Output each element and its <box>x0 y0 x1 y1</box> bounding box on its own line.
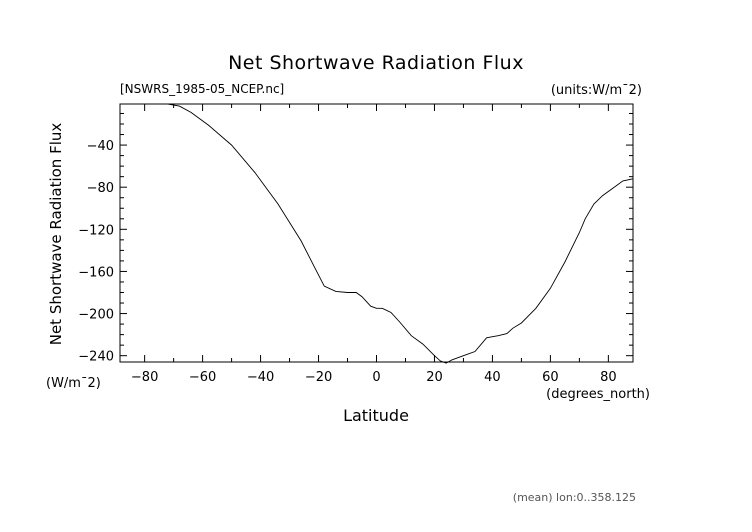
x-axis-ticks: −80 −60 −40 −20 0 20 40 60 80 <box>131 104 617 385</box>
y-tick-label: −120 <box>78 223 114 238</box>
y-tick-label: −40 <box>87 139 114 154</box>
y-tick-label: −160 <box>78 265 114 280</box>
x-tick-label: 40 <box>484 370 501 385</box>
source-file-label: [NSWRS_1985-05_NCEP.nc] <box>120 82 284 96</box>
y-tick-label: −200 <box>78 308 114 323</box>
footer-note: (mean) lon:0..358.125 <box>513 491 636 504</box>
x-tick-label: −40 <box>247 370 274 385</box>
x-axis-units: (degrees_north) <box>546 387 650 402</box>
y-axis-units: (W/m¯2) <box>46 376 101 391</box>
plot-frame <box>119 103 634 363</box>
y-axis-ticks: −40 −80 −120 −160 −200 −240 <box>78 112 633 365</box>
y-tick-label: −80 <box>87 181 114 196</box>
chart-title: Net Shortwave Radiation Flux <box>228 52 524 74</box>
units-label: (units:W/m¯2) <box>551 83 642 98</box>
series-line <box>120 103 634 364</box>
x-tick-label: 80 <box>600 370 617 385</box>
y-axis-title: Net Shortwave Radiation Flux <box>47 123 65 346</box>
x-tick-label: 60 <box>542 370 559 385</box>
x-axis-title: Latitude <box>343 406 409 425</box>
x-tick-label: −60 <box>189 370 216 385</box>
y-tick-label: −240 <box>78 350 114 365</box>
x-tick-label: −20 <box>305 370 332 385</box>
x-tick-label: −80 <box>131 370 158 385</box>
x-tick-label: 0 <box>372 370 380 385</box>
x-tick-label: 20 <box>426 370 443 385</box>
